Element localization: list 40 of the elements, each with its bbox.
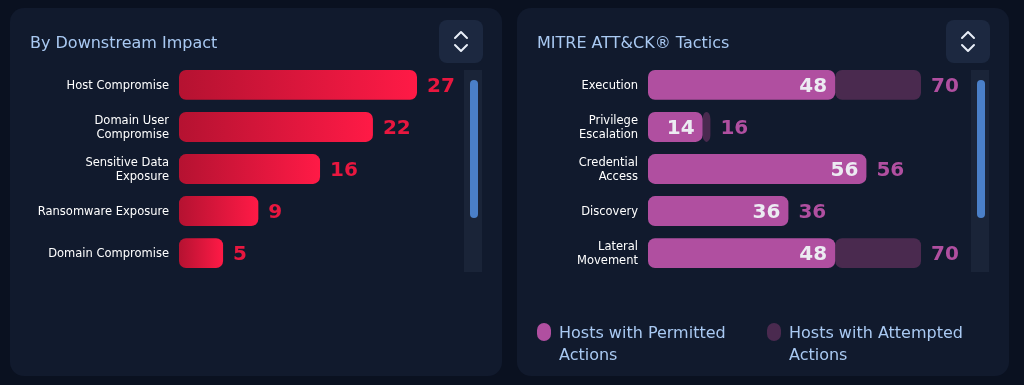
total-label: 70 <box>931 72 959 97</box>
total-label: 16 <box>720 114 749 139</box>
y-tick-label: Execution <box>581 77 638 92</box>
y-tick-label: Domain Compromise <box>48 246 169 261</box>
bar <box>648 154 867 184</box>
bar <box>179 196 259 226</box>
bar <box>835 70 921 100</box>
total-label: 36 <box>798 199 827 224</box>
chart-title: By Downstream Impact <box>30 33 218 52</box>
data-label: 36 <box>752 199 781 224</box>
legend-label: Hosts with Permitted Actions <box>559 322 726 364</box>
y-tick-label: Domain User Compromise <box>94 112 170 141</box>
y-tick-label: Host Compromise <box>66 77 169 92</box>
data-label: 16 <box>330 157 358 181</box>
data-label: 14 <box>666 114 695 139</box>
bar <box>179 70 417 100</box>
total-label: 70 <box>931 241 959 266</box>
data-label: 48 <box>799 72 828 97</box>
y-tick-label: Sensitive Data Exposure <box>85 155 169 184</box>
bar <box>835 238 921 268</box>
y-tick-label: Discovery <box>581 204 639 219</box>
bar <box>179 112 373 142</box>
bar <box>648 238 836 268</box>
y-tick-label: Privilege Escalation <box>579 112 638 141</box>
total-label: 56 <box>876 157 905 181</box>
bar <box>648 196 789 226</box>
data-label: 5 <box>233 241 247 266</box>
data-label: 27 <box>427 72 455 97</box>
chart-title: MITRE ATT&CK® Tactics <box>537 33 730 52</box>
data-label: 48 <box>799 241 828 266</box>
data-label: 56 <box>830 157 859 181</box>
bar <box>179 238 224 268</box>
legend-label: Hosts with Attempted Actions <box>789 322 963 364</box>
y-tick-label: Lateral Movement <box>577 239 639 268</box>
bar <box>648 70 836 100</box>
data-label: 22 <box>382 114 411 139</box>
data-label: 9 <box>268 199 283 224</box>
y-tick-label: Ransomware Exposure <box>37 204 169 219</box>
y-tick-label: Credential Access <box>578 155 638 184</box>
bar <box>179 154 321 184</box>
